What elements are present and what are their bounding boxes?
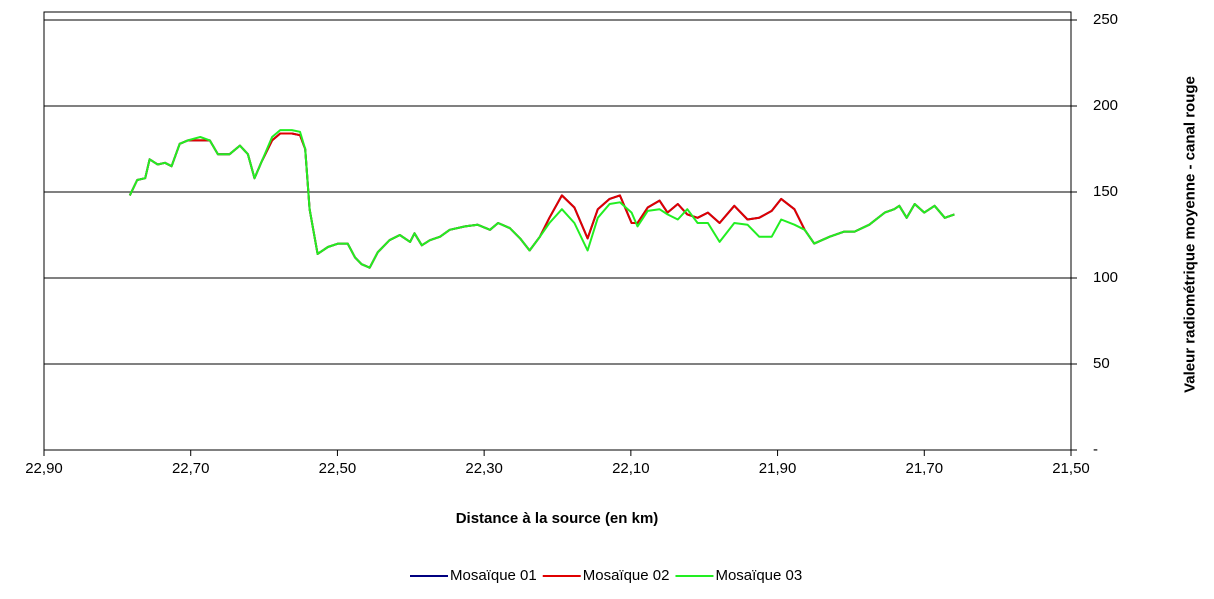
legend-label: Mosaïque 01 [450, 567, 537, 584]
legend-label: Mosaïque 02 [583, 567, 670, 584]
y-tick-label: 200 [1093, 97, 1118, 114]
legend-label: Mosaïque 03 [715, 567, 802, 584]
series-line [128, 132, 955, 269]
x-tick-label: 22,90 [25, 460, 63, 477]
x-tick-label: 22,30 [465, 460, 503, 477]
series-line [128, 132, 955, 269]
x-tick-label: 22,50 [319, 460, 357, 477]
x-tick-label: 22,70 [172, 460, 210, 477]
plot-frame [43, 11, 1072, 451]
x-tick-label: 22,10 [612, 460, 650, 477]
y-axis-label: Valeur radiométrique moyenne - canal rou… [1181, 76, 1199, 393]
y-tick-label: 150 [1093, 183, 1118, 200]
x-tick-label: 21,70 [906, 460, 944, 477]
x-axis-label: Distance à la source (en km) [456, 510, 659, 527]
x-tick-label: 21,90 [759, 460, 797, 477]
y-tick-label: 50 [1093, 355, 1110, 372]
y-tick-label: - [1093, 441, 1098, 458]
x-tick-label: 21,50 [1052, 460, 1090, 477]
y-tick-label: 250 [1093, 11, 1118, 28]
series-line [128, 129, 955, 269]
y-tick-label: 100 [1093, 269, 1118, 286]
